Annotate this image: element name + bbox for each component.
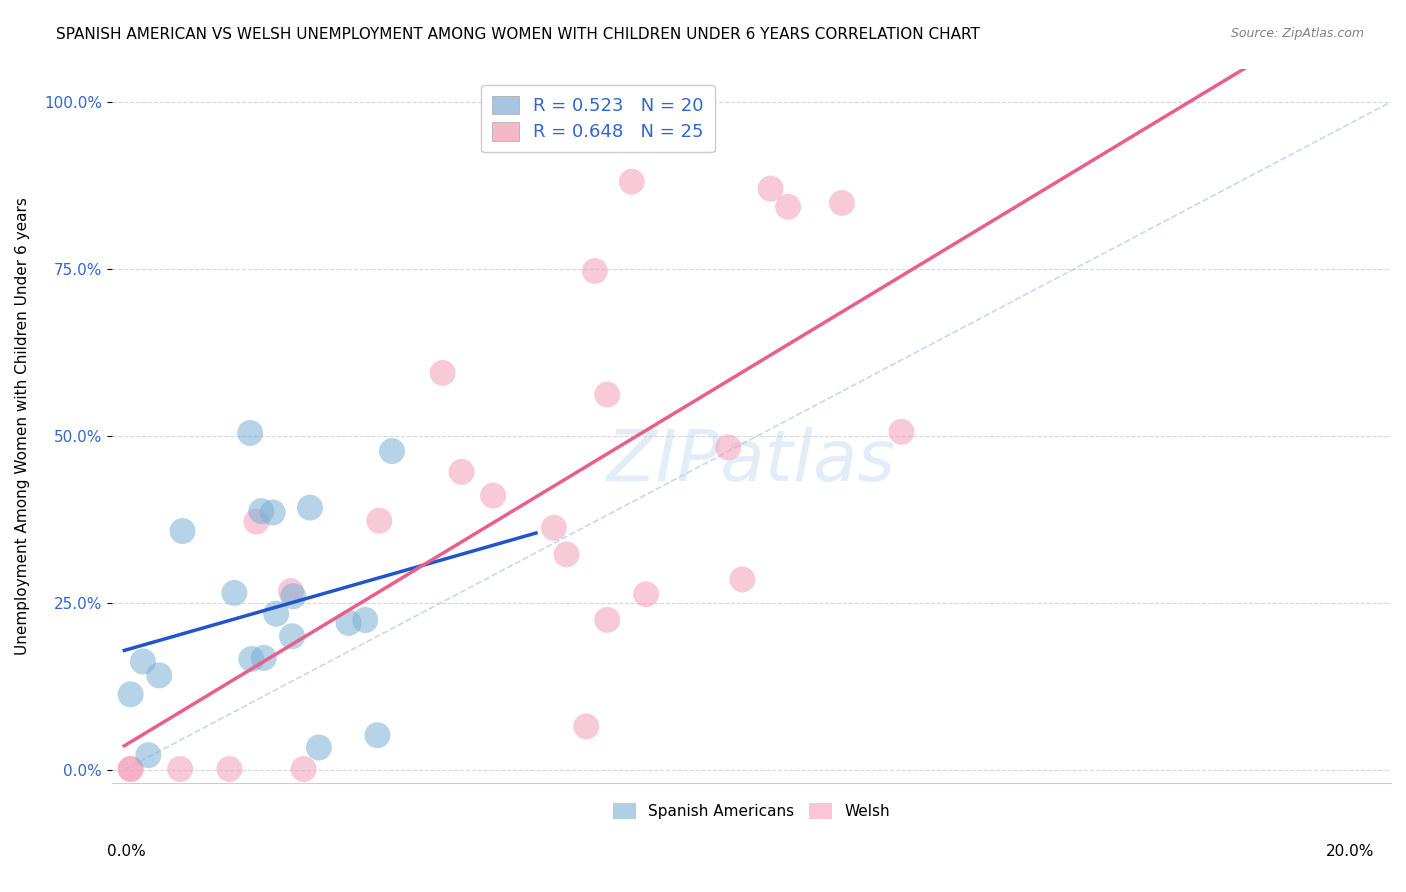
Welsh — [245, 515, 267, 529]
Welsh — [731, 573, 754, 587]
Spanish Americans — [354, 613, 377, 627]
Spanish Americans — [281, 629, 304, 643]
Welsh — [292, 762, 315, 776]
Welsh — [555, 548, 578, 562]
Welsh — [432, 366, 454, 380]
Spanish Americans — [366, 728, 388, 742]
Text: Source: ZipAtlas.com: Source: ZipAtlas.com — [1230, 27, 1364, 40]
Spanish Americans — [138, 748, 160, 763]
Welsh — [280, 584, 302, 599]
Spanish Americans — [250, 504, 273, 518]
Welsh — [636, 587, 658, 601]
Welsh — [450, 465, 472, 479]
Text: SPANISH AMERICAN VS WELSH UNEMPLOYMENT AMONG WOMEN WITH CHILDREN UNDER 6 YEARS C: SPANISH AMERICAN VS WELSH UNEMPLOYMENT A… — [56, 27, 980, 42]
Welsh — [596, 613, 619, 627]
Welsh — [596, 387, 619, 401]
Text: ZIPatlas: ZIPatlas — [607, 427, 896, 496]
Spanish Americans — [132, 655, 155, 669]
Spanish Americans — [253, 651, 276, 665]
Welsh — [575, 719, 598, 733]
Spanish Americans — [298, 500, 321, 515]
Spanish Americans — [308, 740, 330, 755]
Legend: Spanish Americans, Welsh: Spanish Americans, Welsh — [606, 797, 896, 825]
Welsh — [120, 762, 142, 776]
Welsh — [120, 762, 142, 776]
Spanish Americans — [264, 607, 287, 621]
Text: 0.0%: 0.0% — [107, 845, 146, 859]
Spanish Americans — [120, 687, 142, 701]
Spanish Americans — [172, 524, 194, 538]
Spanish Americans — [240, 652, 263, 666]
Welsh — [831, 196, 853, 211]
Spanish Americans — [381, 444, 404, 458]
Y-axis label: Unemployment Among Women with Children Under 6 years: Unemployment Among Women with Children U… — [15, 197, 30, 655]
Spanish Americans — [262, 505, 284, 519]
Welsh — [482, 489, 505, 503]
Spanish Americans — [239, 425, 262, 440]
Welsh — [778, 200, 800, 214]
Text: 20.0%: 20.0% — [1326, 845, 1374, 859]
Spanish Americans — [148, 668, 170, 682]
Spanish Americans — [283, 589, 305, 603]
Welsh — [218, 762, 240, 776]
Welsh — [717, 441, 740, 455]
Welsh — [890, 425, 912, 439]
Welsh — [169, 762, 191, 776]
Welsh — [543, 521, 565, 535]
Welsh — [583, 264, 606, 278]
Welsh — [759, 181, 782, 195]
Spanish Americans — [337, 615, 360, 630]
Spanish Americans — [224, 586, 246, 600]
Welsh — [620, 175, 643, 189]
Welsh — [368, 514, 391, 528]
